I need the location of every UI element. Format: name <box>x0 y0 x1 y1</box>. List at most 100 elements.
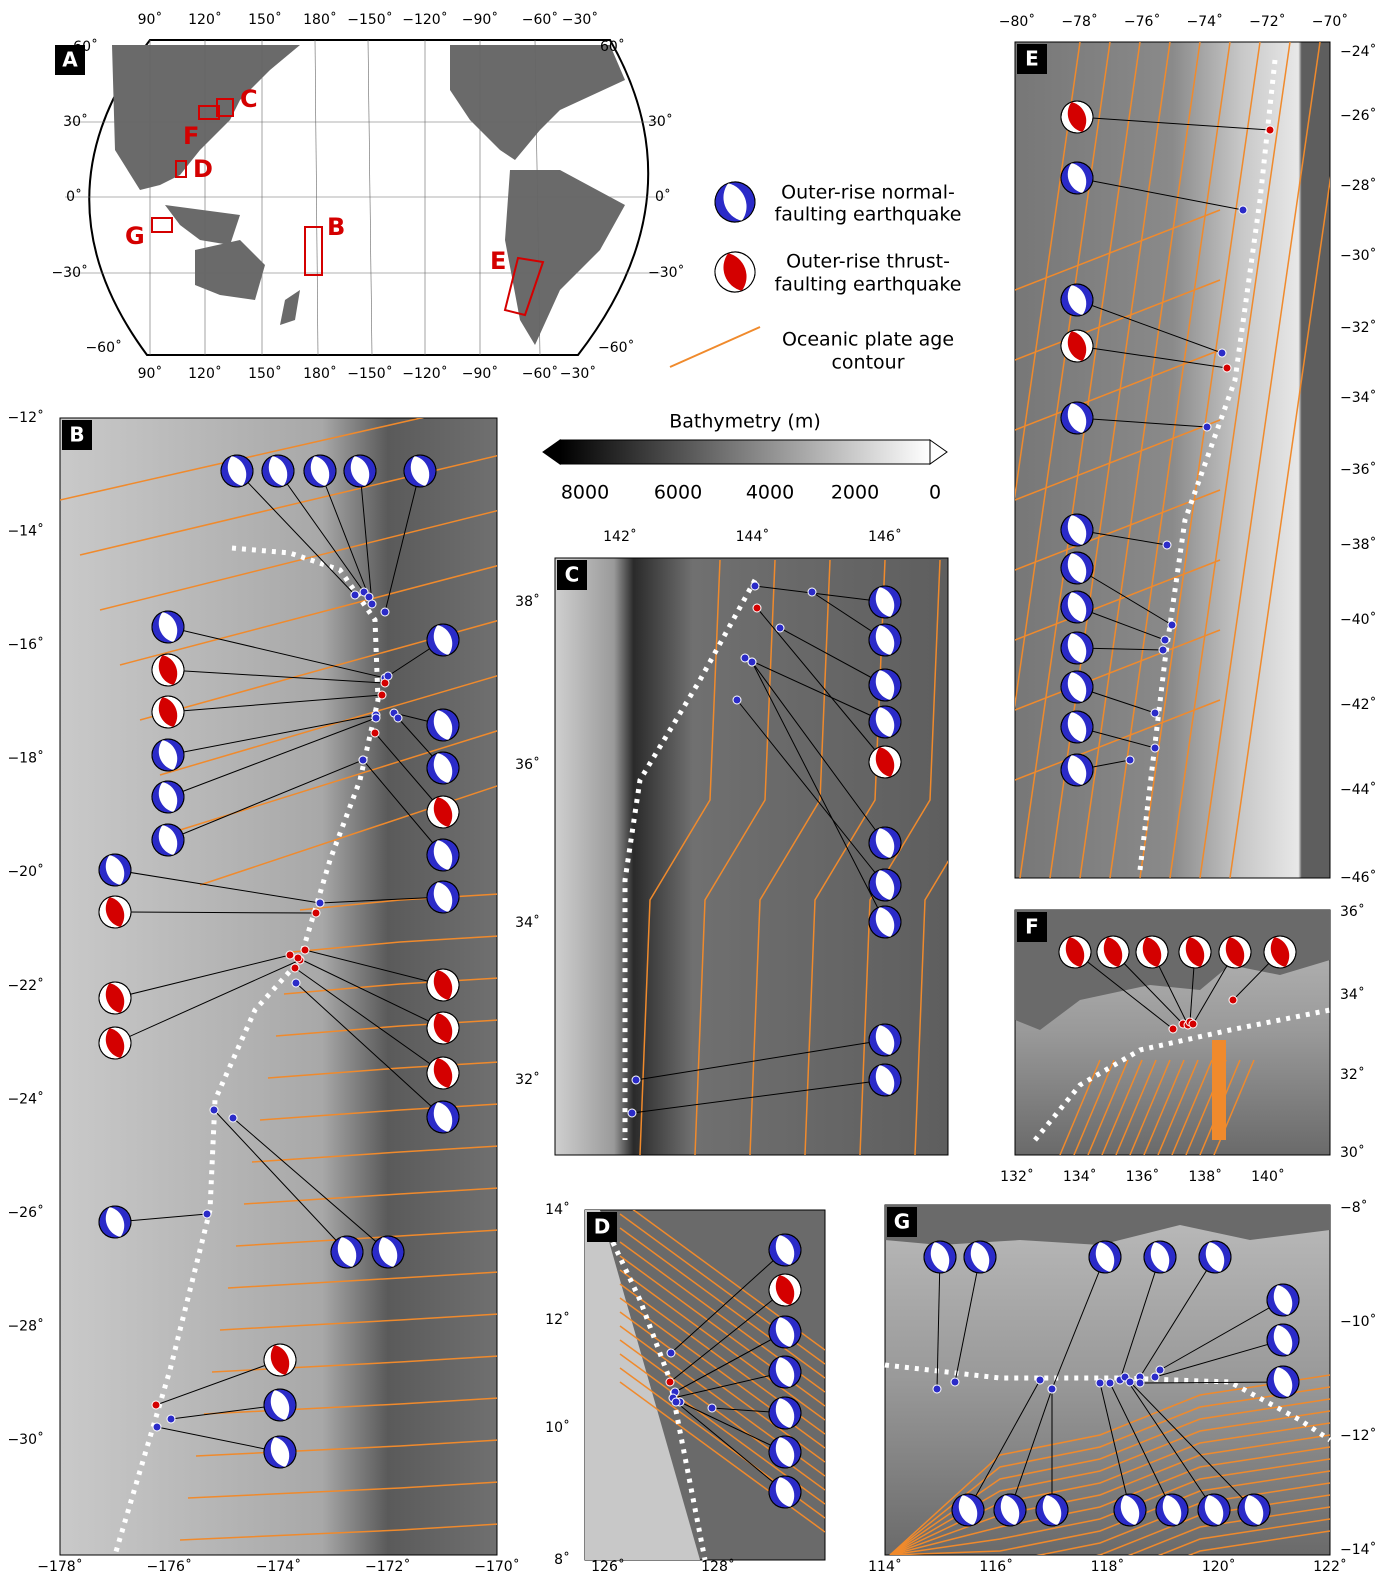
tick-label: −60˚ <box>85 339 122 356</box>
epicenter <box>153 1423 161 1431</box>
tick-label: −172˚ <box>365 1558 410 1575</box>
epicenter <box>203 1210 211 1218</box>
epicenter <box>292 979 300 987</box>
tick-label: 150˚ <box>248 11 282 28</box>
epicenter <box>1189 1020 1197 1028</box>
epicenter <box>751 582 759 590</box>
tick-label: 30˚ <box>63 113 88 130</box>
epicenter <box>1168 621 1176 629</box>
tick-label: 132˚ <box>1000 1168 1034 1185</box>
tick-label: −18˚ <box>7 750 44 767</box>
epicenter <box>733 696 741 704</box>
tick-label: −90˚ <box>462 11 499 28</box>
epicenter <box>1136 1379 1144 1387</box>
tick-label: 34˚ <box>515 914 540 931</box>
tick-label: 90˚ <box>138 11 163 28</box>
tick-label: −44˚ <box>1340 781 1377 798</box>
tick-label: 128˚ <box>701 1558 735 1575</box>
epicenter <box>1239 206 1247 214</box>
tick-label: −38˚ <box>1340 536 1377 553</box>
epicenter <box>672 1398 680 1406</box>
tick-label: −60˚ <box>522 365 559 382</box>
region-label: D <box>193 155 213 183</box>
epicenter <box>748 658 756 666</box>
tick-label: −40˚ <box>1340 611 1377 628</box>
tick-label: −14˚ <box>7 523 44 540</box>
epicenter <box>371 729 379 737</box>
tick-label: 10˚ <box>545 1419 570 1436</box>
tick-label: 146˚ <box>868 528 902 545</box>
epicenter <box>753 604 761 612</box>
tick-label: −24˚ <box>1340 43 1377 60</box>
tick-label: −30˚ <box>560 365 597 382</box>
region-label: G <box>125 222 145 250</box>
tick-label: −80˚ <box>999 13 1036 30</box>
legend-contour-line <box>670 327 760 367</box>
tick-label: 114˚ <box>868 1558 902 1575</box>
tick-label: −10˚ <box>1340 1313 1377 1330</box>
tick-label: −150˚ <box>347 11 392 28</box>
region-label: B <box>327 213 345 241</box>
tick-label: −28˚ <box>1340 177 1377 194</box>
tick-label: −26˚ <box>7 1204 44 1221</box>
tick-label: −170˚ <box>474 1558 519 1575</box>
tick-label: 180˚ <box>303 11 337 28</box>
epicenter <box>708 1404 716 1412</box>
tick-label: 144˚ <box>736 528 770 545</box>
epicenter <box>384 672 392 680</box>
tick-label: −60˚ <box>598 339 635 356</box>
legend-label: faulting earthquake <box>775 204 962 226</box>
tick-label: −70˚ <box>1312 13 1349 30</box>
epicenter <box>1106 1379 1114 1387</box>
epicenter <box>381 608 389 616</box>
tick-label: −36˚ <box>1340 461 1377 478</box>
thrust-fault-beachball <box>709 246 760 297</box>
tick-label: −90˚ <box>462 365 499 382</box>
tick-label: 136˚ <box>1126 1168 1160 1185</box>
epicenter <box>1036 1376 1044 1384</box>
legend-label: Outer-rise normal- <box>781 182 955 204</box>
colorbar-arrow <box>543 440 560 464</box>
epicenter <box>229 1114 237 1122</box>
tick-label: −28˚ <box>7 1317 44 1334</box>
tick-label: −24˚ <box>7 1090 44 1107</box>
tick-label: 8˚ <box>554 1551 570 1568</box>
tick-label: 142˚ <box>603 528 637 545</box>
epicenter <box>951 1378 959 1386</box>
tick-label: −12˚ <box>1340 1427 1377 1444</box>
epicenter <box>1151 1373 1159 1381</box>
epicenter <box>359 756 367 764</box>
panel-letter: F <box>1025 915 1039 939</box>
tick-label: −8˚ <box>1340 1199 1368 1216</box>
epicenter <box>1096 1379 1104 1387</box>
epicenter <box>152 1401 160 1409</box>
tick-label: 32˚ <box>1340 1066 1365 1083</box>
tick-label: −32˚ <box>1340 319 1377 336</box>
age-contour-band <box>1212 1040 1226 1140</box>
colorbar-title: Bathymetry (m) <box>669 411 821 433</box>
epicenter <box>294 954 302 962</box>
tick-label: 116˚ <box>979 1558 1013 1575</box>
panel-letter: A <box>62 48 78 72</box>
tick-label: −174˚ <box>256 1558 301 1575</box>
epicenter <box>378 691 386 699</box>
tick-label: −150˚ <box>347 365 392 382</box>
epicenter <box>210 1106 218 1114</box>
epicenter <box>776 624 784 632</box>
tick-label: 138˚ <box>1188 1168 1222 1185</box>
tick-label: −72˚ <box>1249 13 1286 30</box>
tick-label: −16˚ <box>7 636 44 653</box>
tick-label: 34˚ <box>1340 986 1365 1003</box>
epicenter <box>372 714 380 722</box>
tick-label: 0˚ <box>66 188 82 205</box>
tick-label: −22˚ <box>7 977 44 994</box>
figure: 90˚120˚150˚180˚−150˚−120˚−90˚−60˚−30˚90˚… <box>0 0 1394 1576</box>
region-label: F <box>183 122 199 150</box>
colorbar-label: 4000 <box>746 482 794 504</box>
colorbar-label: 2000 <box>831 482 879 504</box>
epicenter <box>1223 364 1231 372</box>
tick-label: −178˚ <box>37 1558 82 1575</box>
tick-label: −120˚ <box>402 365 447 382</box>
epicenter <box>301 946 309 954</box>
region-label: E <box>490 247 506 275</box>
